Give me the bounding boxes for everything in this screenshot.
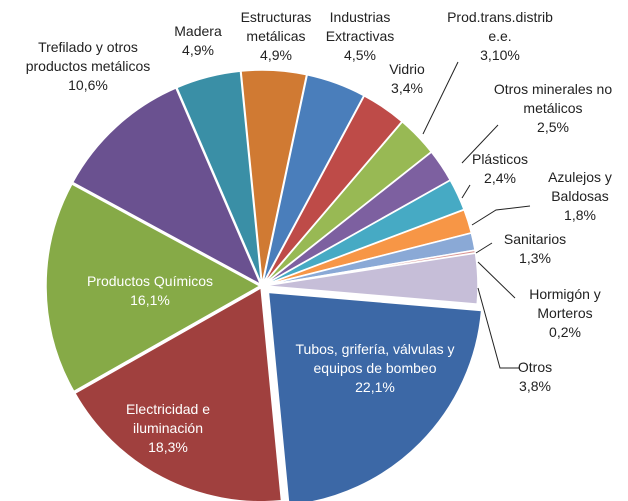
category-name: Productos Químicos xyxy=(86,273,214,289)
value-label: 18,3% xyxy=(148,439,188,455)
value-label: 1,3% xyxy=(519,250,551,266)
category-name: Madera xyxy=(174,23,222,39)
slice-label: Hormigón y Morteros 0,2% xyxy=(520,285,610,342)
pie-slice xyxy=(263,252,479,305)
leader-lines xyxy=(422,61,531,369)
slice-label: Vidrio 3,4% xyxy=(377,60,437,98)
value-label: 16,1% xyxy=(130,292,170,308)
slice-label: Electricidad e iluminación 18,3% xyxy=(113,400,223,457)
value-label: 3,4% xyxy=(391,80,423,96)
category-name: Hormigón y Morteros xyxy=(529,286,601,321)
value-label: 4,5% xyxy=(344,47,376,63)
pie-slice xyxy=(71,87,263,287)
category-name: Tubos, grifería, válvulas y equipos de b… xyxy=(295,341,455,376)
category-name: Otros xyxy=(517,359,553,375)
slice-label: Tubos, grifería, válvulas y equipos de b… xyxy=(275,340,475,397)
value-label: 0,2% xyxy=(549,324,581,340)
leader-line xyxy=(461,124,499,164)
category-name: Otros minerales no metálicos xyxy=(493,81,613,116)
value-label: 4,9% xyxy=(182,42,214,58)
category-name: Trefilado y otros productos metálicos xyxy=(25,39,151,74)
leader-line xyxy=(422,61,459,135)
slice-label: Productos Químicos 16,1% xyxy=(75,272,225,310)
slice-label: Industrias Extractivas 4,5% xyxy=(315,8,405,65)
category-name: Industrias Extractivas xyxy=(325,9,395,44)
pie-slice xyxy=(267,291,483,501)
value-label: 10,6% xyxy=(68,77,108,93)
leader-line xyxy=(475,242,493,254)
value-label: 4,9% xyxy=(260,47,292,63)
value-label: 2,4% xyxy=(484,170,516,186)
slice-label: Otros 3,8% xyxy=(500,358,570,396)
slice-label: Otros minerales no metálicos 2,5% xyxy=(491,80,616,137)
slice-label: Madera 4,9% xyxy=(163,22,233,60)
slice-label: Sanitarios 1,3% xyxy=(490,230,580,268)
leader-line xyxy=(471,205,531,226)
value-label: 1,8% xyxy=(564,207,596,223)
pie-slice xyxy=(73,286,283,501)
leader-line xyxy=(477,261,516,299)
pie-slice xyxy=(45,182,262,393)
category-name: Electricidad e iluminación xyxy=(125,401,211,436)
leader-line xyxy=(461,184,471,199)
pie-slice xyxy=(240,69,308,285)
category-name: Estructuras metálicas xyxy=(240,9,312,44)
slice-label: Prod.trans.distrib e.e. 3,10% xyxy=(438,8,563,65)
value-label: 2,5% xyxy=(537,119,569,135)
value-label: 22,1% xyxy=(355,379,395,395)
category-name: Sanitarios xyxy=(503,231,567,247)
value-label: 3,8% xyxy=(519,378,551,394)
category-name: Plásticos xyxy=(471,151,529,167)
slice-label: Azulejos y Baldosas 1,8% xyxy=(540,168,620,225)
slice-label: Plásticos 2,4% xyxy=(460,150,540,188)
category-name: Prod.trans.distrib e.e. xyxy=(447,9,553,44)
leader-line xyxy=(477,287,520,369)
slice-label: Trefilado y otros productos metálicos 10,… xyxy=(13,38,163,95)
slice-label: Estructuras metálicas 4,9% xyxy=(231,8,321,65)
category-name: Azulejos y Baldosas xyxy=(548,169,612,204)
category-name: Vidrio xyxy=(389,61,425,77)
value-label: 3,10% xyxy=(480,47,520,63)
